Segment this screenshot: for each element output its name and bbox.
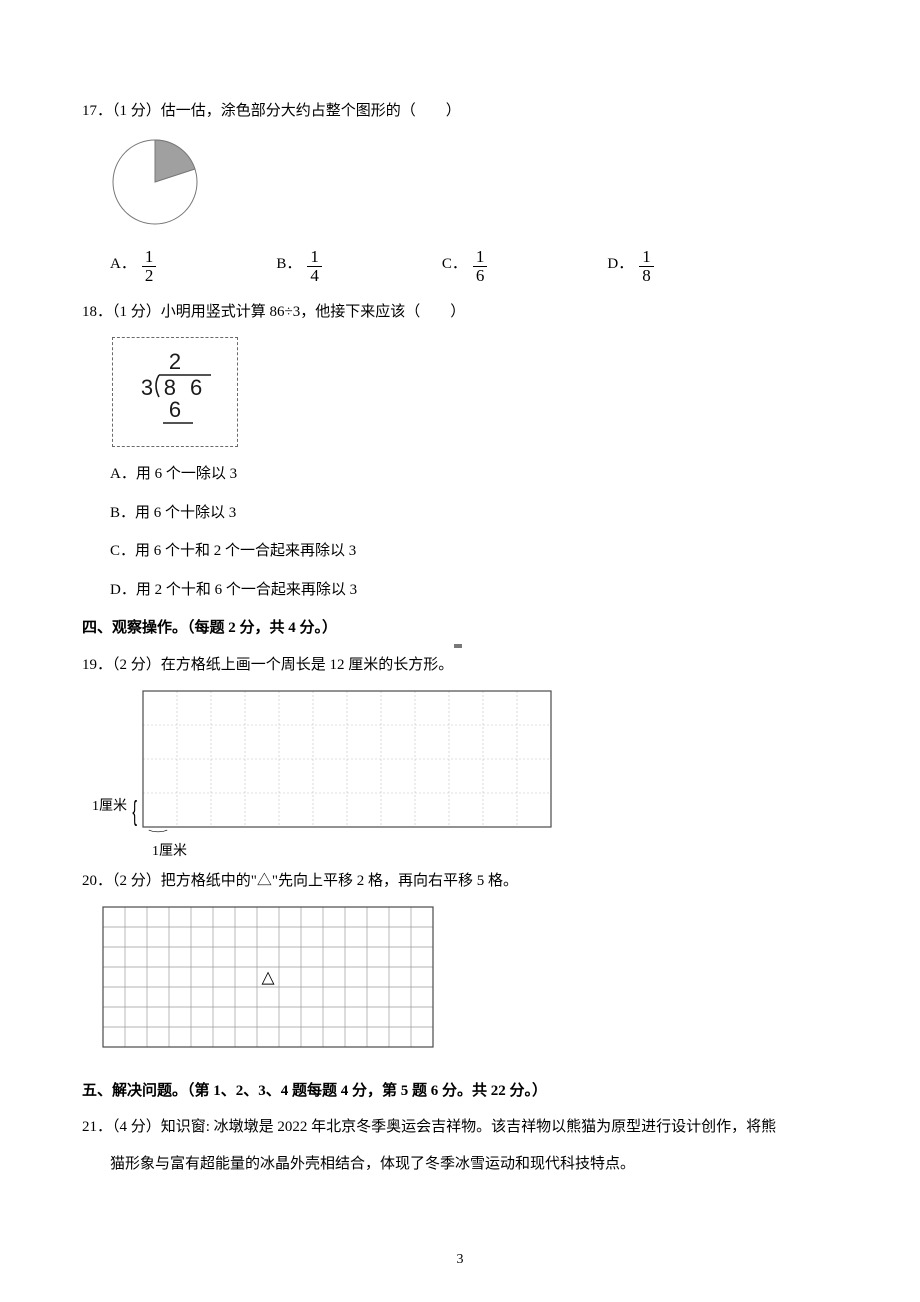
q21-text-line2: 猫形象与富有超能量的冰晶外壳相结合，体现了冬季冰雪运动和现代科技特点。 [110, 1149, 840, 1179]
section5-heading: 五、解决问题。（第 1、2、3、4 题每题 4 分，第 5 题 6 分。共 22… [82, 1080, 840, 1103]
q18-text: 18．（1 分）小明用竖式计算 86÷3，他接下来应该（ ） [82, 301, 840, 324]
q19-brace-vertical: { [132, 790, 137, 832]
option-label: B． [276, 253, 301, 276]
q17-option-c: C． 16 [442, 246, 488, 283]
q18-opt-c: C．用 6 个十和 2 个一合起来再除以 3 [110, 540, 840, 563]
q20-grid-wrap: △ [102, 906, 840, 1056]
q18-opt-d: D．用 2 个十和 6 个一合起来再除以 3 [110, 579, 840, 602]
section4-heading: 四、观察操作。（每题 2 分，共 4 分。） [82, 617, 840, 640]
svg-text:2: 2 [169, 349, 181, 374]
svg-text:△: △ [261, 968, 275, 987]
fraction: 12 [142, 248, 157, 285]
option-label: C． [442, 253, 467, 276]
q19-grid-wrap: 1厘米 { ︶ 1厘米 [142, 690, 582, 836]
q19-label-vertical: 1厘米 [92, 796, 127, 817]
q19-label-horizontal: 1厘米 [152, 841, 187, 862]
q17-option-b: B． 14 [276, 246, 322, 283]
q19-brace-horizontal: ︶ [148, 828, 165, 842]
q20-text: 20．（2 分）把方格纸中的"△"先向上平移 2 格，再向右平移 5 格。 [82, 870, 840, 893]
q17-option-d: D． 18 [607, 246, 653, 283]
page: 17．（1 分）估一估，涂色部分大约占整个图形的（ ） A． 12 B． 14 C． 16… [0, 0, 920, 1302]
q17-text: 17．（1 分）估一估，涂色部分大约占整个图形的（ ） [82, 100, 840, 123]
q21-text: 21．（4 分）知识窗: 冰墩墩是 2022 年北京冬季奥运会吉祥物。该吉祥物以… [82, 1116, 840, 1139]
fraction: 16 [473, 248, 488, 285]
q18-division-box: 238 66 [112, 337, 238, 447]
q17-options: A． 12 B． 14 C． 16 D． 18 [110, 246, 840, 283]
option-label: A． [110, 253, 136, 276]
page-number: 3 [0, 1249, 920, 1270]
decorative-mark [454, 644, 462, 648]
option-label: D． [607, 253, 633, 276]
q17-option-a: A． 12 [110, 246, 156, 283]
q17-pie [110, 137, 840, 235]
fraction: 14 [307, 248, 322, 285]
fraction: 18 [639, 248, 654, 285]
svg-text:6: 6 [169, 397, 181, 422]
q19-text: 19．（2 分）在方格纸上画一个周长是 12 厘米的长方形。 [82, 654, 840, 677]
q18-opt-a: A．用 6 个一除以 3 [110, 463, 840, 486]
q18-opt-b: B．用 6 个十除以 3 [110, 502, 840, 525]
svg-text:3: 3 [141, 375, 153, 400]
q18-options: A．用 6 个一除以 3 B．用 6 个十除以 3 C．用 6 个十和 2 个一… [110, 463, 840, 601]
